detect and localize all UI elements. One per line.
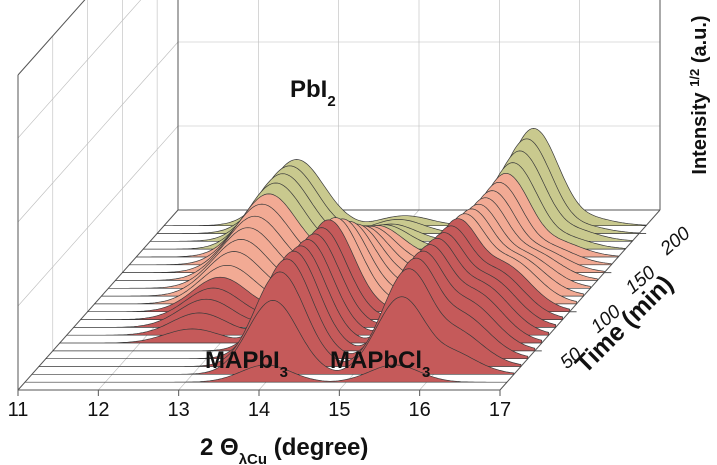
y-tick-label: 200 [656, 223, 695, 260]
x-tick-label: 12 [87, 399, 109, 421]
x-tick-labels: 11 12 13 14 15 16 17 [8, 390, 511, 421]
trace-10-min [24, 364, 508, 383]
left-wall-gridline [17, 0, 142, 139]
x-tick-label: 14 [248, 399, 270, 421]
x-tick-label: 17 [489, 399, 511, 421]
z-axis-label: Intensity 1/2 (a.u.) [687, 15, 712, 174]
annotation-pbi2: PbI2 [290, 76, 336, 110]
x-tick-label: 13 [168, 399, 190, 421]
left-wall-gridline [17, 125, 179, 307]
annotation-mapbcl3: MAPbCl3 [330, 347, 430, 381]
top-left-edge [17, 0, 86, 76]
trace-group [24, 128, 647, 383]
left-wall-gridline [17, 41, 179, 223]
floor-left-edge [17, 209, 179, 391]
x-tick-label: 15 [328, 399, 350, 421]
trace-210-min [163, 128, 647, 227]
x-axis-label: 2 ΘλCu (degree) [200, 434, 368, 465]
x-tick-label: 11 [8, 399, 29, 421]
y-axis-line [499, 209, 661, 391]
annotation-mapbi3: MAPbI3 [205, 347, 288, 381]
x-tick-label: 16 [409, 399, 431, 421]
trace-20-min [31, 296, 515, 375]
